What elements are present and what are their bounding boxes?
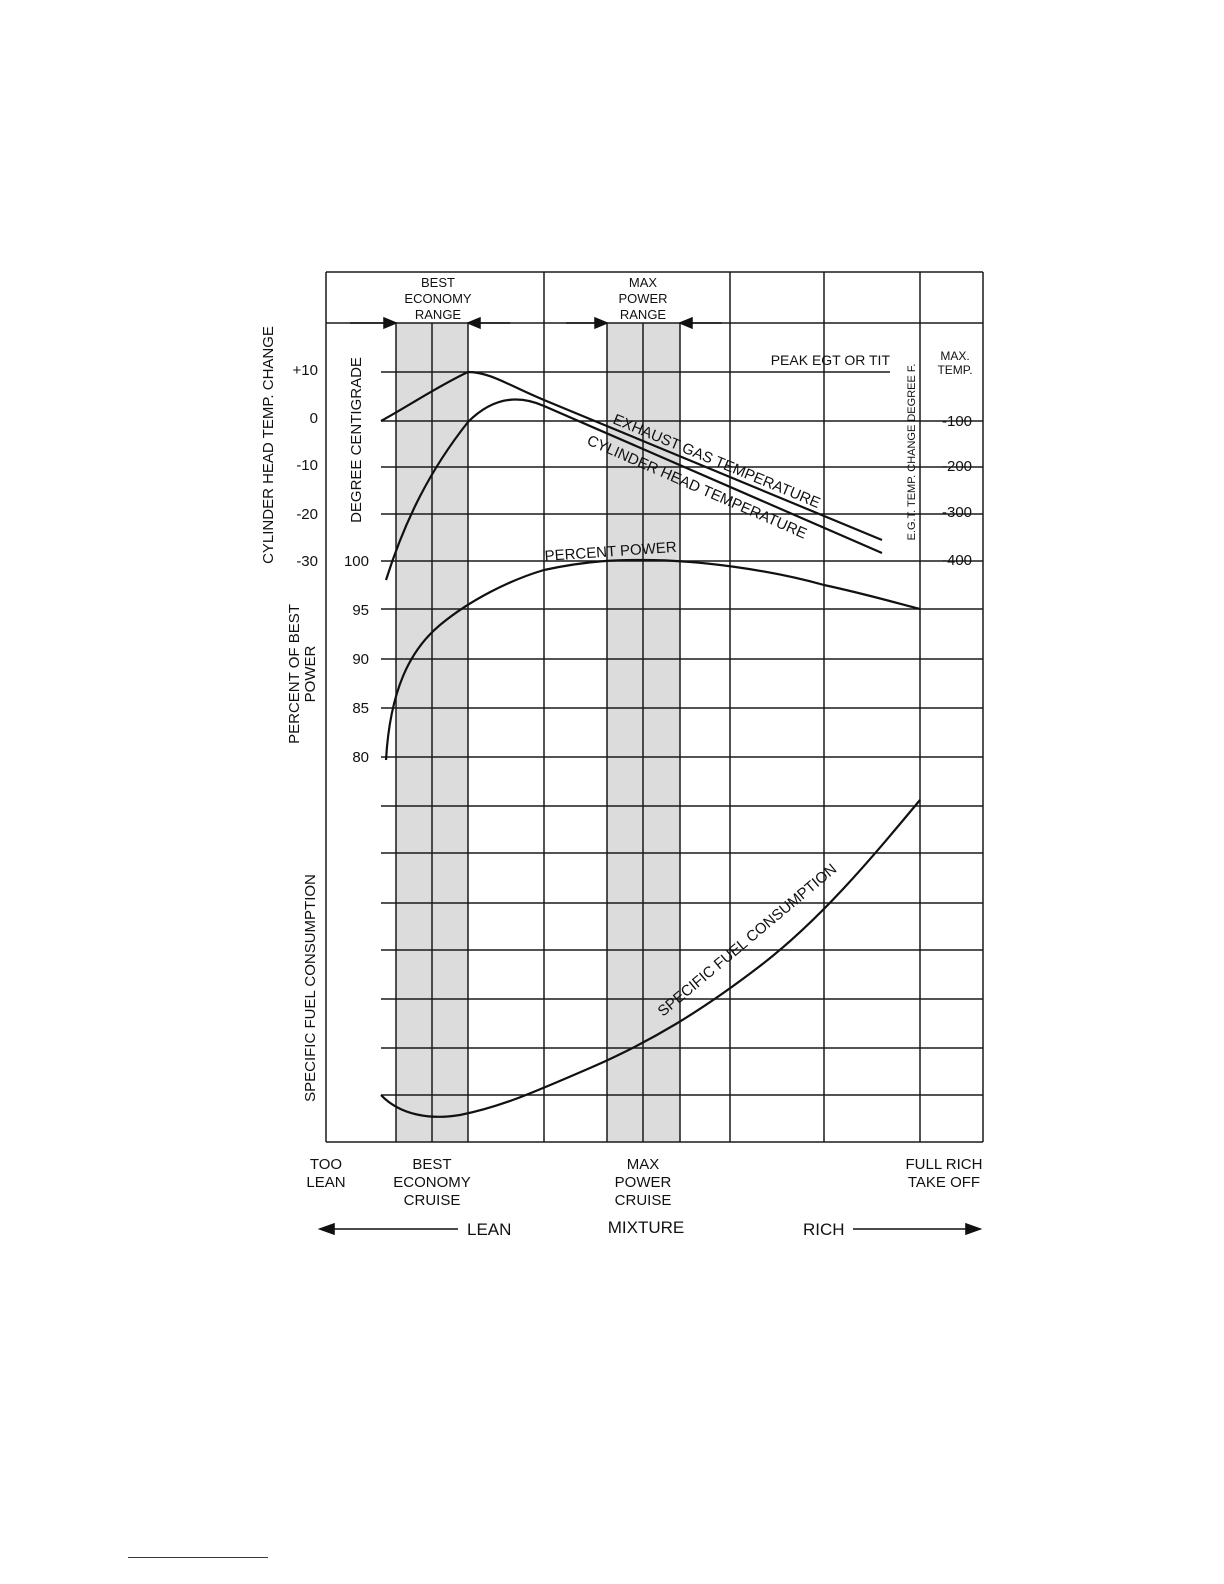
x-category-max-power-cruise: MAX POWER CRUISE xyxy=(615,1156,672,1209)
x-category-too-lean: TOO LEAN xyxy=(306,1156,345,1191)
sfc-series-label: SPECIFIC FUEL CONSUMPTION xyxy=(655,861,840,1020)
egt-tick: -400 xyxy=(942,552,972,569)
egt-max-temp-tick: MAX. TEMP. xyxy=(937,349,972,377)
series-specific-fuel-consumption xyxy=(380,799,921,1118)
power-tick: 100 xyxy=(344,553,369,570)
series-cylinder-head-temperature xyxy=(384,398,883,581)
x-category-full-rich-take-off: FULL RICH TAKE OFF xyxy=(906,1156,983,1191)
power-tick: 95 xyxy=(352,602,369,619)
egt-tick: -100 xyxy=(942,413,972,430)
percent-best-power-label: PERCENT OF BESTPOWER xyxy=(286,604,319,744)
range-arrows xyxy=(350,316,722,330)
power-tick: 80 xyxy=(352,749,369,766)
series-exhaust-gas-temperature xyxy=(380,370,883,542)
egt-tick: -300 xyxy=(942,504,972,521)
lean-label: LEAN xyxy=(467,1220,511,1239)
rich-label: RICH xyxy=(803,1220,845,1239)
cht-tick: -10 xyxy=(296,457,318,474)
best-economy-range-label: BEST ECONOMY RANGE xyxy=(404,275,472,322)
footnote-rule xyxy=(128,1557,268,1558)
power-tick: 90 xyxy=(352,651,369,668)
power-tick: 85 xyxy=(352,700,369,717)
cht-tick: 0 xyxy=(310,410,318,427)
peak-egt-annotation: PEAK EGT OR TIT xyxy=(771,352,891,368)
series-percent-power xyxy=(384,558,921,761)
cylinder-head-ticks: +10 0 -10 -20 -30 xyxy=(293,362,318,570)
cht-tick: -20 xyxy=(296,506,318,523)
x-category-best-economy-cruise: BEST ECONOMY CRUISE xyxy=(393,1156,471,1209)
egt-ticks: -100 -200 -300 -400 xyxy=(942,413,972,569)
power-ticks: 100 95 90 85 80 xyxy=(344,553,369,766)
mixture-label: MIXTURE xyxy=(608,1218,685,1237)
chart-grid xyxy=(325,271,984,1143)
rich-arrow xyxy=(853,1222,983,1236)
cylinder-head-axis-label: CYLINDER HEAD TEMP. CHANGE xyxy=(260,326,277,564)
max-power-range-label: MAX POWER RANGE xyxy=(618,275,667,322)
cht-tick: -30 xyxy=(296,553,318,570)
degree-centigrade-label: DEGREE CENTIGRADE xyxy=(348,357,365,523)
egt-tick: -200 xyxy=(942,458,972,475)
egt-axis-label: E.G.T. TEMP. CHANGE DEGREE F. xyxy=(906,364,918,541)
cht-tick: +10 xyxy=(293,362,318,379)
sfc-axis-label: SPECIFIC FUEL CONSUMPTION xyxy=(302,874,319,1102)
lean-arrow xyxy=(317,1222,458,1236)
